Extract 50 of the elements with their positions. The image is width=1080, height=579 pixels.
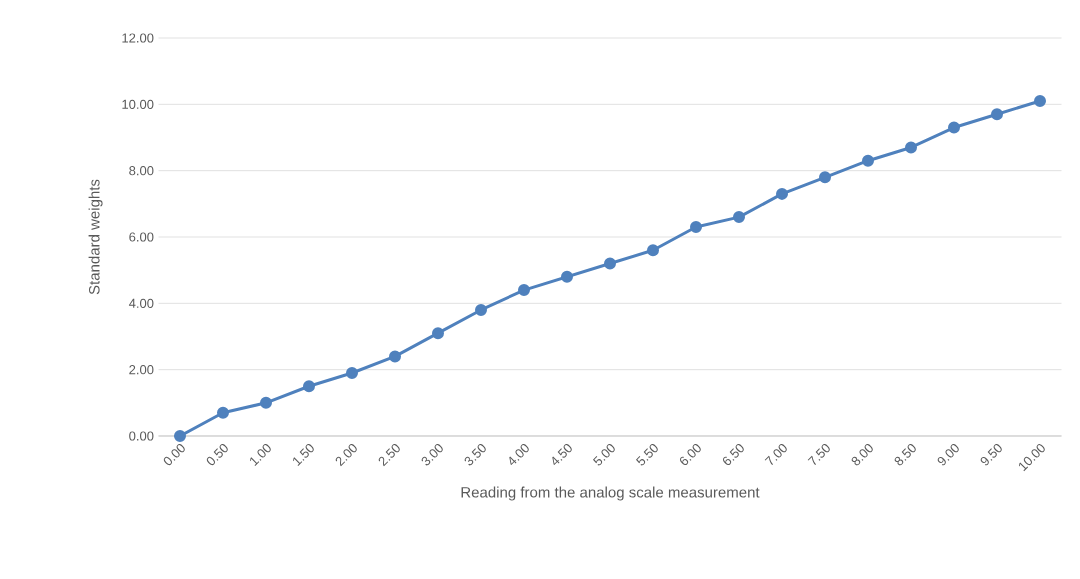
- point: [174, 430, 186, 442]
- x-axis-title: Reading from the analog scale measurement: [461, 486, 760, 501]
- point: [217, 406, 229, 419]
- x-tick-label: 0.00: [163, 444, 185, 466]
- x-tick-label: 7.00: [764, 444, 787, 466]
- y-tick-label: 8.00: [129, 166, 154, 176]
- x-tick-label: 7.50: [807, 444, 830, 466]
- point: [733, 211, 745, 224]
- point: [991, 108, 1004, 121]
- x-tick-label: 5.00: [592, 444, 615, 466]
- x-tick-label: 4.00: [509, 444, 529, 466]
- x-tick-label: 2.50: [378, 444, 400, 467]
- y-tick-label: 12.00: [122, 33, 154, 43]
- y-tick-label: 6.00: [129, 232, 154, 242]
- x-tick-label: 8.00: [851, 444, 873, 466]
- x-tick-label: 4.50: [552, 444, 572, 466]
- point: [432, 327, 444, 340]
- point: [776, 187, 788, 200]
- point: [819, 171, 832, 184]
- x-tick-label: 2.00: [335, 444, 357, 467]
- point: [1034, 95, 1047, 108]
- x-tick-label: 3.00: [421, 444, 443, 466]
- x-tick-label: 9.00: [937, 444, 959, 466]
- x-tick-label: 6.50: [723, 444, 744, 466]
- point: [475, 303, 487, 316]
- point: [905, 141, 918, 154]
- y-tick-label: 10.00: [122, 99, 154, 109]
- x-tick-label: 5.50: [635, 444, 658, 466]
- point: [690, 221, 702, 234]
- y-tick-label: 4.00: [128, 298, 154, 308]
- point: [561, 270, 573, 283]
- x-tick-label: 0.50: [206, 444, 228, 466]
- point: [604, 257, 616, 270]
- x-tick-label: 9.50: [980, 444, 1002, 466]
- x-tick-label: 3.50: [464, 444, 486, 466]
- point: [518, 284, 530, 297]
- point: [862, 154, 875, 167]
- point: [346, 366, 358, 379]
- y-axis-title: Standard weights: [88, 179, 103, 295]
- x-tick-label: 1.00: [250, 444, 271, 467]
- point: [647, 244, 659, 257]
- point: [303, 380, 315, 393]
- point: [389, 350, 401, 363]
- point: [260, 396, 272, 409]
- x-tick-label: 6.00: [680, 444, 701, 466]
- x-tick-label: 1.50: [293, 444, 314, 467]
- y-tick-label: 0.00: [129, 431, 154, 441]
- point: [948, 121, 961, 134]
- y-tick-label: 2.00: [129, 365, 154, 375]
- x-tick-label: 8.50: [894, 444, 916, 466]
